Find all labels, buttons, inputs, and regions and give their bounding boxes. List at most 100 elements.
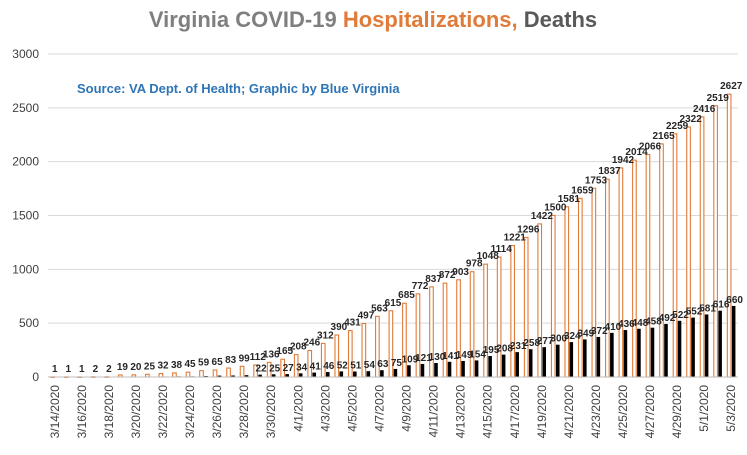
data-label-deaths: 22 (256, 364, 268, 375)
x-tick-label: 5/3/2020 (724, 385, 738, 432)
data-label-hospitalizations: 25 (144, 361, 156, 372)
chart-title: Virginia COVID-19 Hospitalizations, Deat… (149, 7, 597, 32)
data-label-deaths: 208 (496, 344, 513, 355)
chart-subtitle: Source: VA Dept. of Health; Graphic by B… (77, 81, 400, 96)
bar-deaths (474, 360, 479, 377)
x-tick-label: 4/17/2020 (508, 385, 522, 439)
data-label-deaths: 258 (523, 338, 540, 349)
data-label-deaths: 552 (686, 307, 703, 318)
data-label-hospitalizations: 38 (171, 360, 183, 371)
bar-hospitalizations (672, 133, 678, 378)
x-tick-label: 3/20/2020 (129, 385, 143, 439)
data-label-hospitalizations: 99 (239, 353, 251, 364)
data-label-hospitalizations: 978 (466, 259, 483, 270)
bar-deaths (298, 373, 303, 377)
data-label-hospitalizations: 563 (371, 303, 388, 314)
title-part: Deaths (518, 7, 597, 32)
data-label-hospitalizations: 165 (276, 346, 293, 357)
bar-deaths (623, 330, 628, 377)
bar-hospitalizations (686, 126, 691, 378)
bar-deaths (555, 344, 560, 377)
y-tick-label: 2500 (12, 101, 39, 115)
data-label-hospitalizations: 1296 (517, 224, 540, 235)
data-label-deaths: 300 (550, 334, 567, 345)
x-tick-label: 5/1/2020 (697, 385, 711, 432)
data-label-deaths: 372 (591, 326, 608, 337)
x-tick-label: 3/18/2020 (102, 385, 116, 439)
data-label-hospitalizations: 2066 (639, 142, 662, 153)
data-label-hospitalizations: 1753 (585, 175, 608, 186)
data-label-deaths: 54 (364, 360, 376, 371)
data-label-deaths: 349 (577, 328, 594, 339)
bar-hospitalizations (699, 116, 705, 378)
data-label-deaths: 149 (456, 350, 473, 361)
bar-deaths (650, 327, 655, 377)
bar-deaths (285, 374, 289, 377)
bar-hospitalizations (550, 214, 556, 378)
title-part: Virginia COVID-19 (149, 7, 343, 32)
x-tick-label: 3/24/2020 (183, 385, 197, 439)
bar-hospitalizations (632, 159, 637, 378)
data-label-hospitalizations: 390 (331, 322, 348, 333)
data-label-hospitalizations: 1114 (491, 244, 513, 255)
bar-deaths (325, 372, 330, 377)
bar-deaths (677, 320, 682, 377)
data-label-hospitalizations: 1221 (504, 233, 527, 244)
data-label-hospitalizations: 497 (358, 310, 375, 321)
y-tick-label: 0 (32, 370, 39, 384)
data-label-deaths: 458 (645, 317, 662, 328)
x-tick-label: 3/22/2020 (156, 385, 170, 439)
bar-deaths (718, 310, 722, 377)
data-label-deaths: 448 (632, 318, 649, 329)
data-label-hospitalizations: 2259 (666, 121, 689, 132)
bar-deaths (583, 339, 587, 377)
data-label-hospitalizations: 32 (157, 361, 169, 372)
bar-hospitalizations (537, 223, 543, 378)
data-label-hospitalizations: 208 (290, 342, 307, 353)
data-label-hospitalizations: 2519 (707, 93, 730, 104)
bar-deaths (231, 375, 235, 377)
x-tick-label: 4/1/2020 (291, 385, 305, 432)
data-label-hospitalizations: 431 (344, 318, 361, 329)
data-label-hospitalizations: 1 (52, 364, 58, 375)
bar-hospitalizations (605, 178, 610, 378)
x-tick-label: 3/28/2020 (237, 385, 251, 439)
bar-deaths (217, 375, 222, 377)
data-label-hospitalizations: 872 (439, 270, 456, 281)
data-label-deaths: 522 (672, 310, 689, 321)
bar-hospitalizations (659, 143, 664, 378)
bar-deaths (515, 352, 519, 377)
data-label-deaths: 410 (605, 322, 622, 333)
data-labels: 1 1 1 2 2 19 20 25 32 38 45 59 65 83 99 112221362516527… (52, 81, 743, 375)
data-label-hospitalizations: 1581 (558, 194, 581, 205)
bar-hospitalizations (726, 93, 732, 378)
y-tick-label: 2000 (12, 155, 39, 169)
bar-deaths (393, 368, 398, 377)
data-label-hospitalizations: 1422 (531, 211, 554, 222)
bar-deaths (380, 370, 384, 377)
data-label-deaths: 492 (659, 313, 676, 324)
data-label-hospitalizations: 1048 (477, 251, 500, 262)
x-tick-label: 4/5/2020 (345, 385, 359, 432)
data-label-deaths: 41 (310, 362, 322, 373)
bar-hospitalizations (172, 372, 177, 378)
x-axis-ticks: 3/14/2020 3/16/2020 3/18/2020 3/20/2020 3/22… (48, 385, 738, 439)
data-label-deaths: 195 (483, 345, 500, 356)
x-tick-label: 4/23/2020 (589, 385, 603, 439)
x-tick-label: 4/7/2020 (372, 385, 386, 432)
bar-hospitalizations (564, 206, 570, 378)
bar-deaths (501, 354, 506, 377)
bar-hospitalizations (618, 167, 624, 378)
data-label-hospitalizations: 903 (452, 267, 469, 278)
data-label-deaths: 25 (269, 363, 281, 374)
bar-hospitalizations (226, 367, 231, 378)
data-label-hospitalizations: 59 (198, 358, 210, 369)
bar-deaths (420, 363, 425, 377)
bar-deaths (528, 349, 533, 377)
data-label-hospitalizations: 1837 (598, 166, 621, 177)
data-label-hospitalizations: 1500 (544, 203, 567, 214)
data-label-hospitalizations: 772 (412, 281, 429, 292)
bar-deaths (542, 347, 547, 377)
